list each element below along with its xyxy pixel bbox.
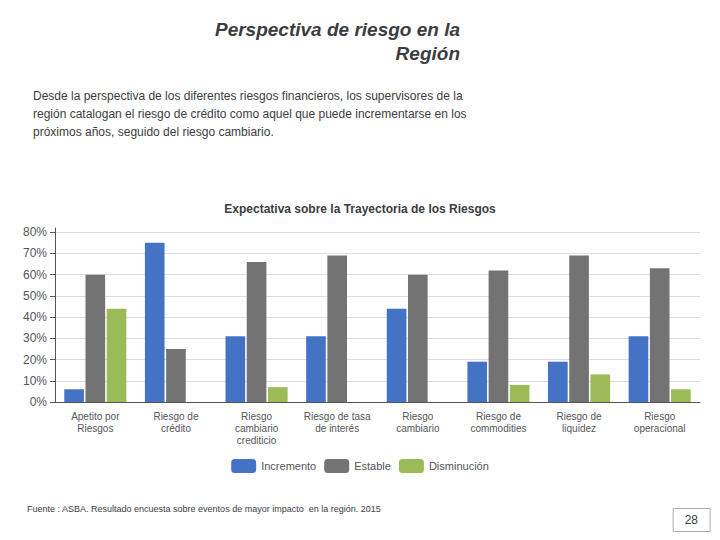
svg-text:próximos años, seguido del rie: próximos años, seguido del riesgo cambia… — [33, 125, 274, 139]
svg-text:Riesgo de: Riesgo de — [153, 411, 198, 422]
svg-text:de interés: de interés — [315, 423, 359, 434]
svg-text:crediticio: crediticio — [237, 435, 277, 446]
svg-text:Región: Región — [396, 43, 460, 64]
svg-text:Riesgo de: Riesgo de — [476, 411, 521, 422]
svg-text:80%: 80% — [23, 225, 47, 239]
svg-text:Riesgos: Riesgos — [77, 423, 113, 434]
svg-text:cambiario: cambiario — [396, 423, 440, 434]
svg-text:28: 28 — [685, 513, 699, 527]
svg-text:Disminución: Disminución — [429, 460, 489, 472]
svg-text:Incremento: Incremento — [261, 460, 316, 472]
svg-text:Fuente : ASBA. Resultado encue: Fuente : ASBA. Resultado encuesta sobre … — [27, 504, 381, 514]
svg-text:cambiario: cambiario — [235, 423, 279, 434]
svg-text:20%: 20% — [23, 353, 47, 367]
svg-text:operacional: operacional — [634, 423, 686, 434]
svg-text:60%: 60% — [23, 268, 47, 282]
svg-text:commodities: commodities — [470, 423, 526, 434]
svg-text:Apetito por: Apetito por — [71, 411, 120, 422]
svg-text:Desde la perspectiva de los di: Desde la perspectiva de los diferentes r… — [33, 89, 463, 103]
svg-text:30%: 30% — [23, 331, 47, 345]
svg-text:Riesgo de: Riesgo de — [557, 411, 602, 422]
svg-text:Riesgo: Riesgo — [644, 411, 676, 422]
svg-text:crédito: crédito — [161, 423, 191, 434]
svg-text:Riesgo: Riesgo — [402, 411, 434, 422]
svg-text:región catalogan el riesgo de: región catalogan el riesgo de crédito co… — [33, 107, 467, 121]
svg-text:40%: 40% — [23, 310, 47, 324]
svg-text:Riesgo: Riesgo — [241, 411, 273, 422]
svg-text:10%: 10% — [23, 374, 47, 388]
svg-text:Riesgo de tasa: Riesgo de tasa — [304, 411, 371, 422]
svg-text:70%: 70% — [23, 246, 47, 260]
svg-text:Expectativa sobre la Trayector: Expectativa sobre la Trayectoria de los … — [224, 202, 496, 216]
svg-text:0%: 0% — [30, 395, 48, 409]
svg-text:Perspectiva de riesgo en la: Perspectiva de riesgo en la — [215, 19, 460, 40]
svg-text:liquidez: liquidez — [562, 423, 596, 434]
svg-text:Estable: Estable — [354, 460, 391, 472]
svg-text:50%: 50% — [23, 289, 47, 303]
